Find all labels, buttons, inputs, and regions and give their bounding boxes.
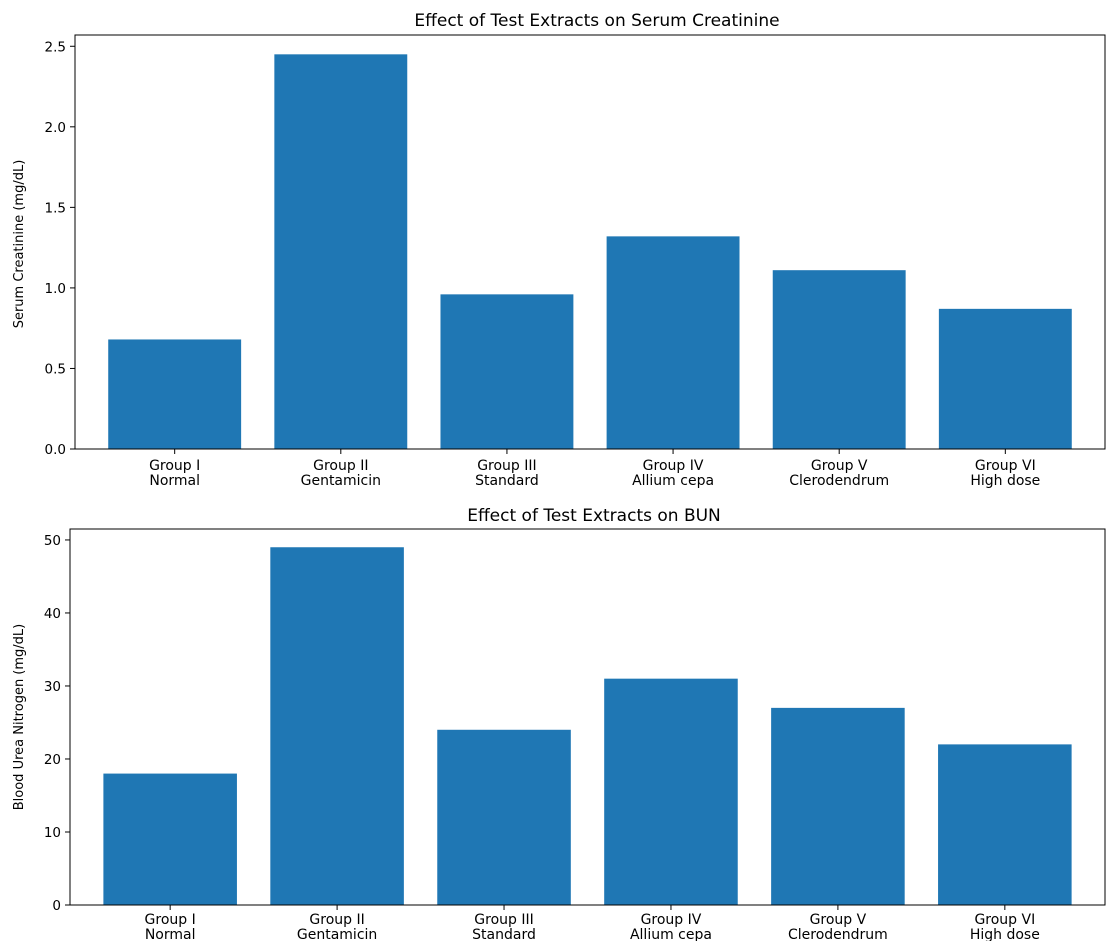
y-tick-label: 2.0 <box>45 120 66 136</box>
y-tick-label: 0.0 <box>45 442 66 458</box>
y-tick-label: 0.5 <box>45 361 66 377</box>
x-tick-label: Group IV Allium cepa <box>630 912 712 941</box>
y-tick-label: 1.0 <box>45 281 66 297</box>
x-tick-label: Group I Normal <box>149 458 200 489</box>
x-tick-label: Group II Gentamicin <box>297 912 377 941</box>
x-tick-label: Group I Normal <box>145 912 196 941</box>
bar-6 <box>938 308 1072 449</box>
y-axis-label: Blood Urea Nitrogen (mg/dL) <box>12 624 27 811</box>
y-tick-label: 10 <box>44 825 61 841</box>
plot-frame <box>74 34 1106 450</box>
x-tick-label: Group VI High dose <box>970 458 1040 489</box>
x-tick-label: Group IV Allium cepa <box>632 458 714 489</box>
bar-3 <box>437 729 571 905</box>
y-tick-label: 20 <box>44 752 61 768</box>
y-tick-label: 0 <box>52 898 61 914</box>
bar-3 <box>440 294 574 449</box>
y-axis-label: Serum Creatinine (mg/dL) <box>12 160 27 329</box>
plot-frame <box>69 528 1106 906</box>
creatinine-chart: Effect of Test Extracts on Serum Creatin… <box>12 11 1106 489</box>
y-tick-label: 50 <box>44 533 61 549</box>
bar-1 <box>103 773 237 905</box>
bun-chart: Effect of Test Extracts on BUN Blood Ure… <box>12 506 1106 941</box>
x-tick-label: Group V Clerodendrum <box>788 912 888 941</box>
y-tick-label: 40 <box>44 606 61 622</box>
chart-title: Effect of Test Extracts on BUN <box>467 506 721 526</box>
x-tick-label: Group V Clerodendrum <box>789 458 889 489</box>
y-tick-label: 30 <box>44 679 61 695</box>
x-tick-label: Group II Gentamicin <box>301 458 381 489</box>
y-tick-label: 2.5 <box>45 39 66 55</box>
x-tick-label: Group VI High dose <box>970 912 1040 941</box>
x-ticks: Group I Normal Group II Gentamicin Group III… <box>149 449 1040 489</box>
y-tick-label: 1.5 <box>45 200 66 216</box>
bar-4 <box>606 236 740 449</box>
bar-5 <box>771 707 905 905</box>
bar-1 <box>108 339 242 449</box>
bar-2 <box>274 54 408 449</box>
chart-title: Effect of Test Extracts on Serum Creatin… <box>414 11 779 31</box>
bar-5 <box>772 270 906 449</box>
y-ticks: 0.0 0.5 1.0 1.5 2.0 2.5 <box>45 39 75 458</box>
bar-6 <box>938 744 1072 905</box>
bars <box>103 547 1072 905</box>
bar-4 <box>604 678 738 905</box>
x-ticks: Group I Normal Group II Gentamicin Group III… <box>145 905 1040 941</box>
bar-2 <box>270 547 404 905</box>
x-tick-label: Group III Standard <box>472 912 536 941</box>
bars <box>108 54 1072 449</box>
x-tick-label: Group III Standard <box>475 458 539 489</box>
y-ticks: 0 10 20 30 40 50 <box>44 533 70 914</box>
